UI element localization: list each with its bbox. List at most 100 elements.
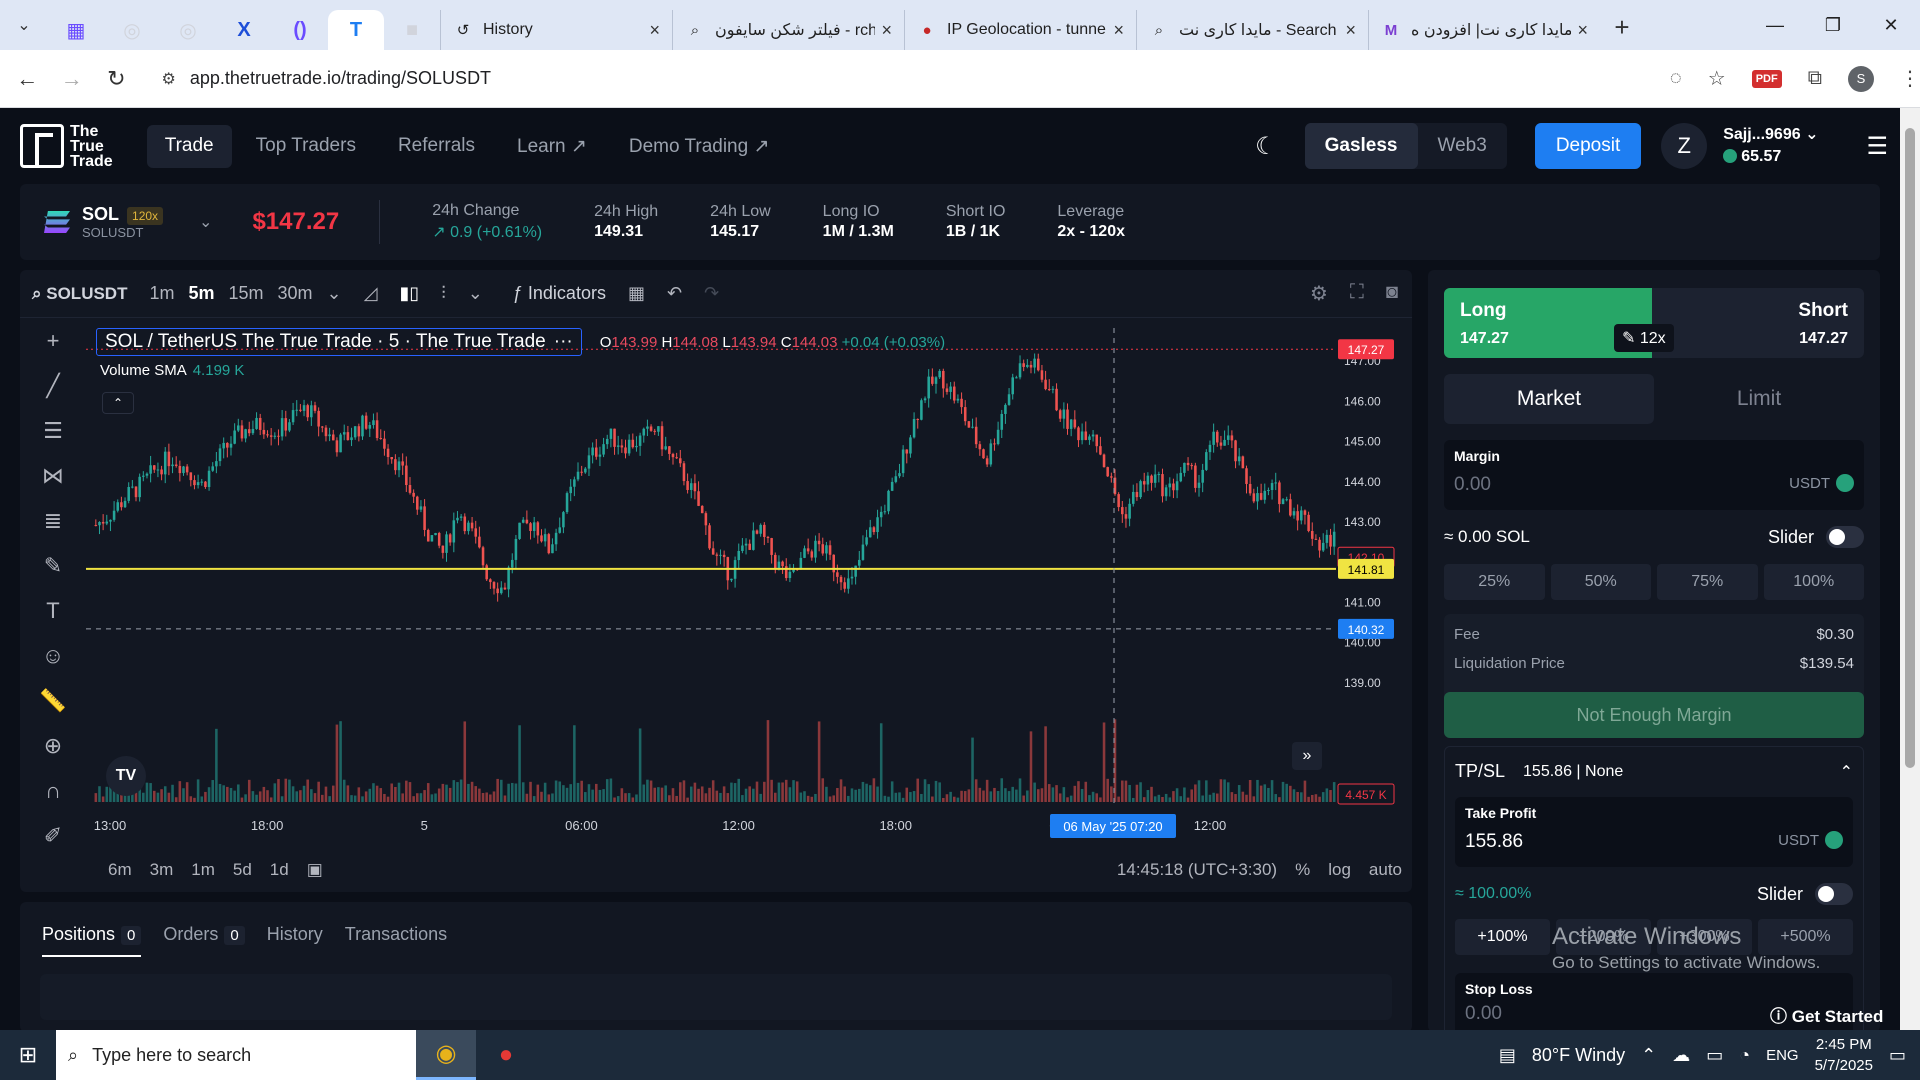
- chevron-down-icon[interactable]: ⌄: [199, 214, 213, 231]
- tab-orders[interactable]: Orders 0: [163, 924, 245, 957]
- short-button[interactable]: Short 147.27: [1798, 300, 1848, 347]
- network-icon[interactable]: ☁: [1672, 1044, 1691, 1065]
- profile-avatar[interactable]: S: [1847, 65, 1874, 92]
- notifications-icon[interactable]: ▭: [1888, 1044, 1906, 1065]
- area-chart-icon[interactable]: ◿: [363, 283, 378, 303]
- tp-500-button[interactable]: +500%: [1758, 919, 1853, 955]
- percent-toggle[interactable]: %: [1295, 860, 1311, 879]
- avatar[interactable]: Z: [1661, 123, 1708, 169]
- nav-referrals[interactable]: Referrals: [397, 134, 476, 156]
- slider-toggle[interactable]: [1826, 526, 1864, 548]
- calendar-icon[interactable]: ▣: [306, 860, 323, 879]
- range-1d[interactable]: 1d: [269, 860, 289, 879]
- pinned-tab-1[interactable]: ▦: [66, 19, 86, 42]
- account-menu[interactable]: Sajj...9696 ⌄ 65.57: [1723, 126, 1819, 165]
- logo[interactable]: The True Trade: [20, 123, 113, 169]
- chevron-up-icon[interactable]: ⌃: [1839, 763, 1853, 781]
- close-icon[interactable]: ×: [881, 19, 892, 40]
- tf-15m[interactable]: 15m: [228, 283, 264, 303]
- pinned-tab-3[interactable]: ◎: [179, 19, 197, 42]
- ruler-icon[interactable]: 📏: [39, 688, 67, 713]
- tab-ip-geolocation[interactable]: ● IP Geolocation - tunne ×: [904, 10, 1136, 50]
- taskbar-search[interactable]: ⌕ Type here to search: [56, 1030, 416, 1080]
- zoom-icon[interactable]: ⊕: [43, 733, 63, 758]
- symbol-search[interactable]: ⌕ SOLUSDT: [32, 283, 128, 303]
- undo-icon[interactable]: ↶: [666, 283, 683, 303]
- page-scrollbar[interactable]: [1900, 108, 1920, 1030]
- pct-50-button[interactable]: 50%: [1550, 564, 1651, 600]
- price-chart[interactable]: 147.00146.00145.00144.00143.00142.00141.…: [86, 318, 1412, 850]
- forward-button[interactable]: →: [60, 65, 83, 91]
- trendline-icon[interactable]: ╱: [46, 373, 60, 398]
- nav-top-traders[interactable]: Top Traders: [255, 134, 356, 156]
- pct-25-button[interactable]: 25%: [1444, 564, 1545, 600]
- range-5d[interactable]: 5d: [232, 860, 252, 879]
- symbol-selector[interactable]: SOL 120x SOLUSDT ⌄: [44, 204, 212, 240]
- tab-history[interactable]: History: [266, 924, 323, 944]
- theme-moon-icon[interactable]: ☾: [1255, 132, 1277, 160]
- extensions-icon[interactable]: ⧉: [1807, 67, 1822, 89]
- tab-market[interactable]: Market: [1444, 374, 1654, 424]
- margin-input[interactable]: 0.00: [1454, 474, 1491, 495]
- take-profit-input[interactable]: 155.86: [1465, 831, 1524, 852]
- tab-search-button[interactable]: ⌄: [17, 17, 31, 34]
- windows-start-icon[interactable]: ⊞: [18, 1042, 38, 1067]
- back-button[interactable]: ←: [16, 65, 39, 91]
- scroll-to-latest-button[interactable]: »: [1292, 742, 1322, 770]
- brush-icon[interactable]: ✎: [43, 553, 63, 578]
- pinned-tab-x[interactable]: X: [237, 18, 251, 41]
- emoji-icon[interactable]: ☺: [41, 643, 65, 668]
- scrollbar-thumb[interactable]: [1905, 128, 1915, 768]
- settings-icon[interactable]: ⚙: [1309, 283, 1328, 305]
- wifi-icon[interactable]: ◔: [1739, 1044, 1751, 1065]
- indicators-button[interactable]: ƒ Indicators: [512, 283, 606, 303]
- site-info-icon[interactable]: ⚙: [161, 70, 176, 88]
- camera-icon[interactable]: ◙: [1385, 281, 1398, 303]
- submit-order-button[interactable]: Not Enough Margin: [1444, 692, 1864, 738]
- mode-web3[interactable]: Web3: [1437, 135, 1487, 156]
- pinned-tab-2[interactable]: ◎: [123, 19, 141, 42]
- tab-transactions[interactable]: Transactions: [344, 924, 448, 944]
- tp-300-button[interactable]: +300%: [1657, 919, 1752, 955]
- range-1m[interactable]: 1m: [191, 860, 215, 879]
- tab-search-2[interactable]: ⌕ مایدا کاری نت - Search ×: [1136, 10, 1368, 50]
- candles-icon[interactable]: ▮▯: [399, 283, 420, 303]
- tray-chevron-icon[interactable]: ⌃: [1641, 1044, 1657, 1065]
- bookmark-star-icon[interactable]: ☆: [1707, 68, 1726, 90]
- hamburger-menu-icon[interactable]: ☰: [1866, 132, 1888, 160]
- language-indicator[interactable]: ENG: [1766, 1046, 1799, 1064]
- tab-maida[interactable]: M مایدا کاری نت| افزودن ه ×: [1368, 10, 1600, 50]
- more-menu-icon[interactable]: ⋮: [1899, 68, 1920, 90]
- eye-off-icon[interactable]: ◌: [1669, 67, 1682, 89]
- bars-icon[interactable]: ⫶: [441, 283, 446, 303]
- close-icon[interactable]: ×: [649, 19, 660, 40]
- pattern-icon[interactable]: ⋈: [42, 463, 64, 488]
- tab-positions[interactable]: Positions 0: [42, 924, 142, 957]
- close-icon[interactable]: ×: [1113, 19, 1124, 40]
- collapse-legend-button[interactable]: ⌃: [102, 392, 134, 414]
- margin-field[interactable]: Margin 0.00 USDT: [1444, 440, 1864, 510]
- text-icon[interactable]: T: [46, 598, 60, 623]
- tp-200-button[interactable]: +200%: [1556, 919, 1651, 955]
- close-icon[interactable]: ×: [1577, 19, 1588, 40]
- mode-gasless[interactable]: Gasless: [1304, 123, 1418, 169]
- pct-100-button[interactable]: 100%: [1763, 564, 1864, 600]
- weather-text[interactable]: 80°F Windy: [1531, 1044, 1626, 1065]
- lock-drawings-icon[interactable]: ✐: [43, 823, 63, 848]
- pinned-tab-truetrade[interactable]: T: [328, 10, 384, 50]
- url-field[interactable]: ⚙ app.thetruetrade.io/trading/SOLUSDT: [149, 58, 1646, 99]
- deposit-button[interactable]: Deposit: [1534, 123, 1642, 169]
- new-tab-button[interactable]: +: [1614, 11, 1630, 42]
- take-profit-field[interactable]: Take Profit 155.86 USDT: [1455, 797, 1853, 867]
- tab-search-1[interactable]: ⌕ فیلتر شکن سایفون - rch ×: [672, 10, 904, 50]
- tf-1m[interactable]: 1m: [149, 283, 175, 303]
- range-6m[interactable]: 6m: [108, 860, 132, 879]
- stop-loss-field[interactable]: Stop Loss 0.00: [1455, 973, 1853, 1037]
- battery-icon[interactable]: ▭: [1706, 1044, 1724, 1065]
- tf-5m[interactable]: 5m: [188, 283, 215, 303]
- horizontal-lines-icon[interactable]: ☰: [43, 418, 63, 443]
- nav-trade[interactable]: Trade: [146, 124, 232, 168]
- auto-toggle[interactable]: auto: [1368, 860, 1402, 879]
- minimize-button[interactable]: —: [1766, 14, 1784, 35]
- reload-button[interactable]: ↻: [107, 65, 126, 91]
